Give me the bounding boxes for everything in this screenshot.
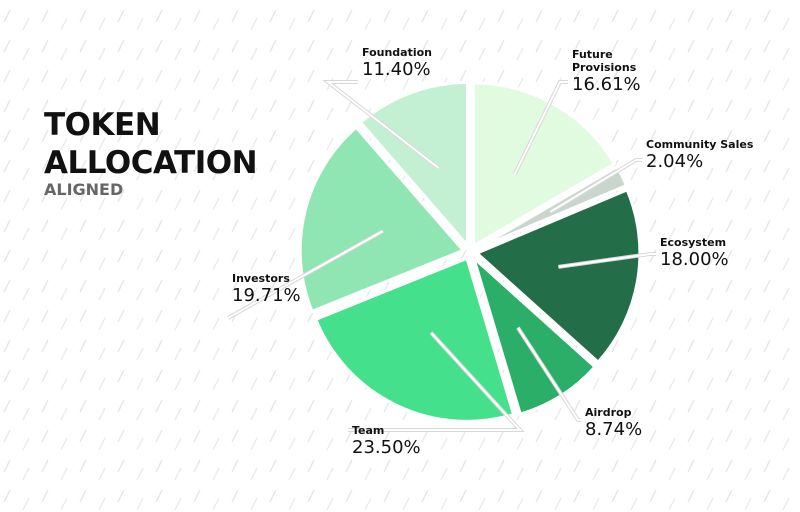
slice-value: 2.04% — [646, 151, 704, 172]
slice-label: Community Sales 2.04% — [646, 138, 776, 173]
pie-slice — [471, 81, 617, 249]
slice-value: 8.74% — [585, 419, 643, 440]
slice-value: 16.61% — [572, 74, 641, 95]
pie-slice — [358, 80, 470, 250]
leader-line — [513, 81, 568, 175]
leader-line — [517, 327, 581, 421]
pie-slice — [298, 125, 466, 314]
leader-line — [549, 159, 642, 213]
slice-label: Future Provisions 16.61% — [572, 48, 647, 96]
pie-slice — [313, 256, 516, 423]
chart-subtitle: ALIGNED — [44, 180, 124, 199]
slice-label: Team 23.50% — [352, 424, 442, 459]
slice-label: Ecosystem 18.00% — [660, 236, 770, 271]
slice-label: Foundation 11.40% — [362, 46, 452, 81]
leader-line — [325, 81, 440, 169]
slice-name: Airdrop — [585, 406, 632, 419]
slice-value: 18.00% — [660, 249, 729, 270]
slice-name: Future Provisions — [572, 48, 637, 74]
chart-title: TOKEN ALLOCATION — [44, 107, 258, 181]
slice-name: Community Sales — [646, 138, 754, 151]
slice-name: Foundation — [362, 46, 433, 59]
slice-name: Ecosystem — [660, 236, 727, 249]
slice-value: 11.40% — [362, 59, 431, 80]
slice-value: 19.71% — [232, 285, 301, 306]
slice-label: Investors 19.71% — [232, 272, 322, 307]
leader-line — [558, 253, 656, 268]
slice-label: Airdrop 8.74% — [585, 406, 675, 441]
slice-value: 23.50% — [352, 437, 421, 458]
slice-name: Investors — [232, 272, 290, 285]
slice-name: Team — [352, 424, 385, 437]
pie-slice — [474, 187, 642, 365]
leader-line — [348, 332, 523, 431]
leader-line — [227, 230, 384, 319]
